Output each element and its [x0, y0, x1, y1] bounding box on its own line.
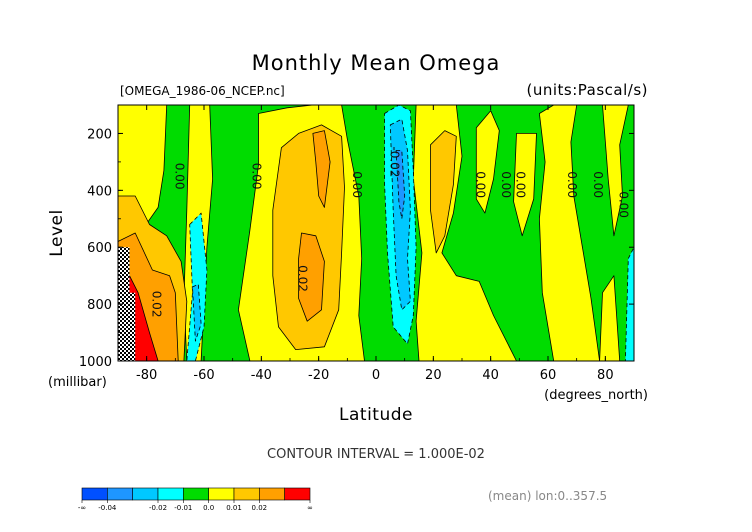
contour-region-8 [599, 275, 621, 361]
contour-region-7 [602, 105, 629, 237]
contour-region-6 [539, 105, 600, 361]
colorbar-swatch-8 [284, 487, 311, 501]
contour-region-14 [298, 232, 325, 322]
y-tick-label-0: 200 [87, 127, 112, 142]
file-label: [OMEGA_1986-06_NCEP.nc] [120, 84, 285, 98]
contour-label-0: 0.00 [172, 163, 186, 190]
contour-label-9: 0.00 [617, 191, 631, 218]
colorbar-swatch-1 [107, 487, 133, 501]
chart-title: Monthly Mean Omega [252, 51, 501, 75]
colorbar-swatch-3 [157, 487, 184, 501]
x-tick-label-3: -20 [308, 368, 329, 383]
missing-data-hatch [118, 247, 136, 361]
x-axis-label: Latitude [339, 405, 413, 425]
mean-note: (mean) lon:0..357.5 [488, 489, 607, 503]
colorbar-label-3: -0.02 [149, 504, 167, 512]
contour-label-1: 0.00 [250, 163, 264, 190]
contour-region-11 [430, 130, 457, 254]
x-tick-label-0: -80 [136, 368, 157, 383]
contour-region-19 [192, 283, 202, 342]
y-axis-label: Level [47, 209, 67, 256]
colorbar-swatch-6 [233, 487, 260, 501]
colorbar: -∞ -0.04 -0.02 -0.01 0.0 0.01 0.02 ∞ [78, 487, 313, 512]
colorbar-swatch-2 [132, 487, 159, 501]
contour-region-5 [513, 132, 537, 237]
colorbar-label-0: -∞ [78, 504, 86, 512]
contour-label-7: 0.00 [565, 171, 579, 198]
colorbar-swatch-0 [81, 487, 108, 501]
x-tick-label-5: 20 [425, 368, 442, 383]
contour-region-20 [389, 118, 411, 311]
colorbar-swatch-5 [208, 487, 235, 501]
colorbar-swatch-4 [183, 487, 209, 501]
units-label: (units:Pascal/s) [527, 81, 649, 99]
contour-label-8: 0.00 [591, 171, 605, 198]
y-tick-label-1: 400 [87, 184, 112, 199]
y-tick-label-3: 800 [87, 298, 112, 313]
colorbar-label-1: -0.04 [98, 504, 117, 512]
contour-label-11: 0.02 [149, 291, 163, 318]
contour-interval-note: CONTOUR INTERVAL = 1.000E-02 [267, 447, 485, 462]
contour-region-13 [312, 130, 331, 208]
y-axis-units: (millibar) [48, 375, 107, 390]
colorbar-swatch-7 [259, 487, 285, 501]
y-tick-label-4: 1000 [79, 355, 112, 370]
y-tick-label-2: 600 [87, 241, 112, 256]
contour-fill-layer [118, 105, 634, 361]
contour-label-6: 0.00 [514, 171, 528, 198]
contour-region-4 [475, 110, 500, 214]
x-tick-label-4: 0 [372, 368, 380, 383]
contour-region-21 [395, 150, 406, 220]
x-axis-units: (degrees_north) [544, 388, 648, 403]
y-axis-ticks: 200 400 600 800 1000 [79, 104, 634, 370]
colorbar-label-5: 0.0 [203, 504, 214, 512]
x-axis-ticks: -80 -60 -40 -20 0 20 40 60 80 [117, 105, 635, 383]
x-tick-label-6: 40 [482, 368, 499, 383]
x-tick-label-2: -40 [251, 368, 272, 383]
x-tick-label-8: 80 [597, 368, 614, 383]
x-tick-label-7: 60 [540, 368, 557, 383]
x-tick-label-1: -60 [193, 368, 214, 383]
contour-label-layer: 0.00 0.00 0.00-0.020.00 0.00 0.00 0.00 0.000.0… [149, 146, 630, 317]
contour-label-5: 0.00 [499, 171, 513, 198]
contour-label-4: 0.00 [473, 171, 487, 198]
colorbar-label-9: ∞ [307, 504, 313, 512]
colorbar-label-7: 0.02 [252, 504, 268, 512]
contour-label-3: -0.02 [387, 146, 401, 177]
contour-label-2: 0.00 [350, 171, 364, 198]
plot-area: 0.00 0.00 0.00-0.020.00 0.00 0.00 0.00 0.000.0… [118, 105, 634, 361]
contour-label-10: 0.02 [296, 265, 310, 292]
colorbar-label-6: 0.01 [226, 504, 242, 512]
colorbar-label-4: -0.01 [174, 504, 192, 512]
